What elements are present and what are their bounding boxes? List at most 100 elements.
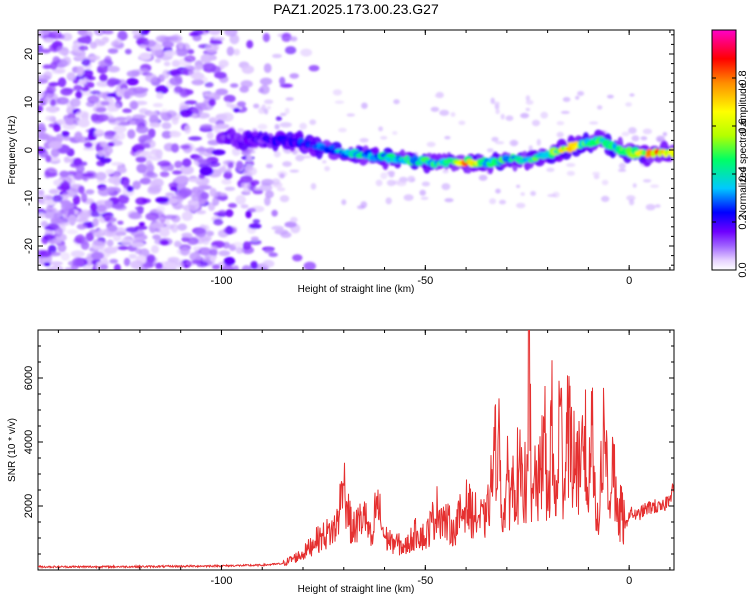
- noise-blob: [489, 198, 497, 205]
- noise-blob: [540, 111, 548, 119]
- noise-blob: [179, 109, 193, 118]
- y-tick-label: -10: [23, 190, 35, 206]
- noise-blob: [73, 84, 83, 91]
- noise-blob: [131, 241, 145, 248]
- noise-blob: [116, 166, 127, 174]
- snr-ticks: -100 -50 0 2000 4000 6000: [23, 329, 674, 587]
- noise-blob: [126, 185, 134, 192]
- noise-blob: [61, 130, 70, 138]
- colorbar: 0.0 0.2 0.4 0.6 0.8 Normalized spectral ampl…: [711, 29, 749, 278]
- noise-blob: [259, 77, 273, 86]
- noise-blob: [174, 160, 183, 169]
- noise-blob: [96, 204, 107, 213]
- noise-blob: [209, 255, 216, 262]
- noise-blob: [70, 250, 85, 258]
- noise-blob: [393, 99, 400, 105]
- noise-blob: [208, 98, 216, 107]
- noise-blob: [182, 158, 192, 168]
- noise-blob: [274, 124, 280, 130]
- noise-blob: [386, 170, 396, 175]
- noise-blob: [174, 240, 182, 248]
- noise-blob: [525, 107, 531, 112]
- noise-blob: [54, 226, 63, 237]
- noise-blob: [601, 195, 610, 202]
- noise-blob: [137, 206, 144, 215]
- noise-blob: [134, 100, 148, 106]
- noise-blob: [96, 81, 110, 87]
- noise-blob: [135, 248, 142, 255]
- noise-blob: [275, 116, 282, 121]
- noise-blob: [621, 131, 630, 137]
- noise-blob: [516, 184, 521, 188]
- noise-blob: [490, 97, 495, 105]
- noise-blob: [577, 91, 585, 96]
- noise-blob: [289, 169, 300, 173]
- noise-blob: [264, 196, 271, 206]
- noise-blob: [260, 267, 268, 270]
- noise-blob: [75, 74, 85, 80]
- noise-blob: [191, 72, 205, 80]
- noise-blob: [164, 262, 176, 270]
- noise-blob: [632, 183, 637, 188]
- noise-blob: [56, 97, 69, 105]
- noise-blob: [215, 123, 230, 130]
- noise-blob: [104, 55, 112, 65]
- noise-blob: [43, 262, 51, 267]
- noise-blob: [171, 116, 179, 125]
- noise-blob: [45, 115, 55, 122]
- noise-blob: [38, 189, 45, 196]
- noise-blob: [420, 196, 429, 200]
- noise-blob: [556, 131, 564, 138]
- noise-blob: [505, 115, 514, 121]
- noise-blob: [46, 84, 56, 95]
- noise-blob: [155, 262, 163, 270]
- noise-blob: [162, 69, 170, 79]
- noise-blob: [170, 143, 180, 153]
- noise-blob: [78, 30, 88, 37]
- noise-blob: [264, 248, 274, 254]
- noise-blob: [139, 52, 152, 61]
- noise-blob: [223, 256, 236, 266]
- noise-blob: [240, 80, 253, 88]
- noise-blob: [159, 239, 169, 246]
- noise-blob: [154, 58, 161, 63]
- noise-blob: [205, 43, 218, 54]
- noise-blob: [434, 93, 444, 98]
- noise-blob: [159, 171, 170, 178]
- colorbar-gradient: [712, 30, 736, 270]
- noise-blob: [66, 72, 76, 81]
- noise-blob: [126, 70, 140, 78]
- noise-blob: [195, 147, 208, 152]
- noise-blob: [149, 227, 156, 234]
- noise-blob: [302, 155, 312, 159]
- noise-blob: [113, 125, 127, 133]
- noise-blob: [240, 175, 253, 184]
- noise-blob: [83, 146, 95, 151]
- noise-blob: [188, 178, 203, 183]
- noise-blob: [187, 49, 195, 55]
- noise-blob: [629, 93, 635, 97]
- noise-blob: [85, 189, 95, 195]
- noise-blob: [208, 117, 217, 124]
- noise-blob: [439, 109, 450, 116]
- noise-blob: [64, 118, 76, 126]
- noise-blob: [43, 234, 55, 241]
- noise-blob: [135, 156, 147, 163]
- noise-blob: [233, 107, 241, 113]
- noise-blob: [200, 192, 209, 200]
- noise-blob: [282, 161, 292, 167]
- noise-blob: [243, 169, 253, 177]
- noise-blob: [181, 211, 193, 221]
- noise-blob: [246, 154, 253, 161]
- noise-blob: [131, 237, 144, 244]
- y-tick-label: -20: [23, 238, 35, 254]
- noise-blob: [163, 214, 177, 220]
- noise-blob: [135, 150, 148, 157]
- noise-blob: [626, 195, 636, 201]
- noise-blob: [169, 76, 183, 86]
- noise-blob: [276, 187, 286, 192]
- noise-blob: [179, 144, 191, 150]
- noise-blob: [274, 229, 289, 235]
- colorbar-frame: [711, 29, 737, 271]
